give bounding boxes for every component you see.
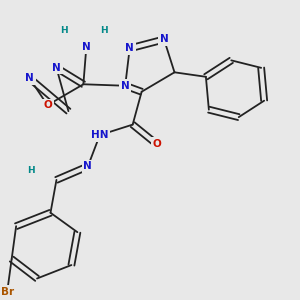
Text: N: N bbox=[121, 81, 130, 91]
Text: N: N bbox=[25, 73, 34, 83]
Text: O: O bbox=[152, 139, 161, 149]
Text: O: O bbox=[43, 100, 52, 110]
Text: H: H bbox=[60, 26, 68, 35]
Text: H: H bbox=[100, 26, 108, 35]
Text: N: N bbox=[83, 161, 92, 171]
Text: N: N bbox=[125, 44, 134, 53]
Text: HN: HN bbox=[91, 130, 109, 140]
Text: N: N bbox=[82, 42, 91, 52]
Text: N: N bbox=[52, 63, 61, 73]
Text: H: H bbox=[27, 167, 35, 176]
Text: Br: Br bbox=[1, 287, 14, 297]
Text: N: N bbox=[160, 34, 168, 44]
